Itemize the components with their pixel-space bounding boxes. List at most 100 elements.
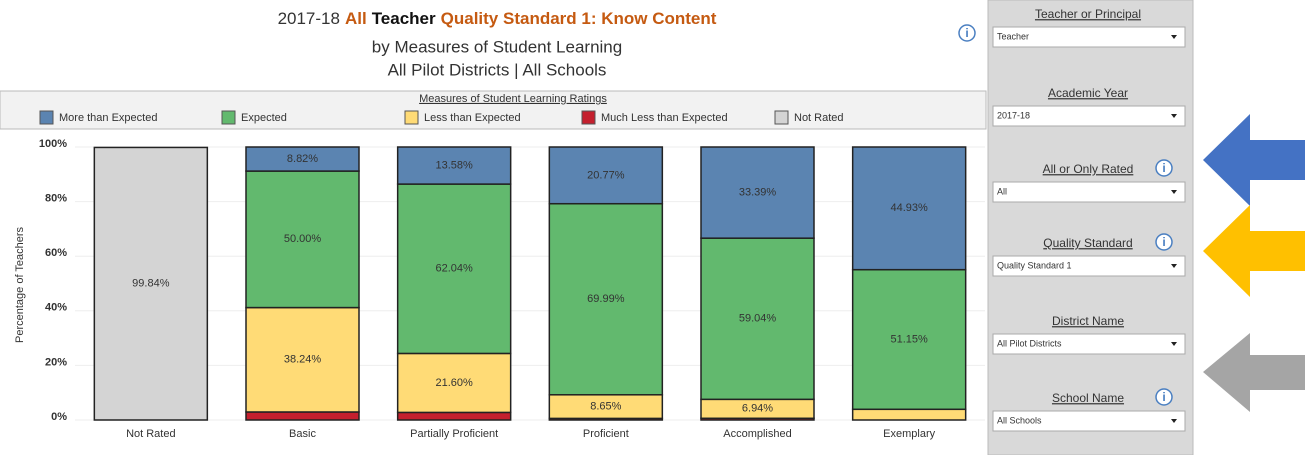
info-circle: [1155, 159, 1173, 177]
dropdown-value: Teacher: [997, 31, 1029, 41]
data-label: 8.82%: [287, 153, 318, 165]
bar-segment: [548, 202, 664, 396]
arrow: [1203, 205, 1305, 297]
y-tick-label: 0%: [51, 411, 67, 423]
dropdown[interactable]: 2017-18: [992, 105, 1186, 127]
data-label: 21.60%: [436, 377, 474, 389]
y-axis-label: Percentage of Teachers: [14, 227, 26, 343]
dropdown-box: [992, 181, 1186, 203]
subtitle: by Measures of Student Learning: [372, 37, 622, 56]
bar-segment: [245, 306, 360, 413]
dropdown-caret: [1171, 35, 1177, 39]
data-label: 59.04%: [739, 313, 777, 325]
legend-label: Much Less than Expected: [601, 112, 728, 124]
bar-segment: [396, 183, 512, 355]
data-label: 8.65%: [590, 400, 621, 412]
arrow: [1203, 333, 1305, 412]
x-tick-label: Exemplary: [883, 428, 935, 440]
dropdown[interactable]: All Schools: [992, 410, 1186, 432]
legend-swatch: [221, 110, 236, 125]
data-label: 33.39%: [739, 186, 777, 198]
dropdown-caret: [1171, 419, 1177, 423]
info-circle: [1155, 233, 1173, 251]
info-circle: [1155, 388, 1173, 406]
legend-label: Not Rated: [794, 112, 844, 124]
bar-segment: [245, 146, 360, 172]
dropdown[interactable]: Quality Standard 1: [992, 255, 1186, 277]
data-label: 62.04%: [436, 263, 474, 275]
svg-text:i: i: [965, 26, 968, 40]
dropdown-box: [992, 255, 1186, 277]
info-glyph: i: [1162, 161, 1165, 175]
data-label: 44.93%: [891, 202, 929, 214]
legend-label: Expected: [241, 112, 287, 124]
title-part: All: [345, 9, 367, 28]
data-label: 13.58%: [436, 159, 474, 171]
dropdown-value: All Schools: [997, 415, 1042, 425]
y-tick-label: 60%: [45, 247, 67, 259]
dropdown-value: 2017-18: [997, 110, 1030, 120]
filter-label: Quality Standard: [1043, 236, 1132, 250]
bar-segment: [700, 146, 815, 239]
chart-title: 2017-18 All Teacher Quality Standard 1: Kno…: [278, 9, 717, 28]
dropdown-caret: [1171, 264, 1177, 268]
y-tick-label: 100%: [39, 138, 67, 150]
bar-segment: [245, 411, 360, 421]
dropdown-box: [992, 105, 1186, 127]
bar-segment: [396, 146, 512, 185]
bar-segment: [396, 352, 512, 414]
dropdown-value: All: [997, 186, 1007, 196]
legend-swatch: [774, 110, 789, 125]
data-label: 99.84%: [132, 278, 170, 290]
legend-swatch: [39, 110, 54, 125]
arrow: [1203, 114, 1305, 206]
dropdown-caret: [1171, 190, 1177, 194]
y-tick-label: 80%: [45, 193, 67, 205]
data-label: 20.77%: [587, 169, 625, 181]
x-tick-label: Basic: [289, 428, 316, 440]
title-part: 2017-18: [278, 9, 340, 28]
x-tick-label: Accomplished: [723, 428, 791, 440]
y-tick-label: 20%: [45, 356, 67, 368]
info-icon[interactable]: i: [1155, 159, 1173, 177]
dropdown-value: All Pilot Districts: [997, 338, 1062, 348]
bar-segment: [396, 411, 512, 421]
data-label: 51.15%: [891, 333, 929, 345]
filter-label: All or Only Rated: [1043, 162, 1134, 176]
dropdown[interactable]: All Pilot Districts: [992, 333, 1186, 355]
x-tick-label: Partially Proficient: [410, 428, 498, 440]
legend-label: Less than Expected: [424, 112, 521, 124]
filter-label: Teacher or Principal: [1035, 7, 1141, 21]
legend-label: More than Expected: [59, 112, 157, 124]
info-glyph: i: [1162, 390, 1165, 404]
bar-segment: [700, 237, 815, 401]
data-label: 38.24%: [284, 354, 322, 366]
bar-segment: [245, 170, 360, 309]
dropdown-box: [992, 26, 1186, 48]
dropdown[interactable]: Teacher: [992, 26, 1186, 48]
dropdown-caret: [1171, 114, 1177, 118]
sidebar: [987, 0, 1194, 455]
bar-segment: [851, 408, 967, 421]
y-tick-label: 40%: [45, 302, 67, 314]
legend-box: [0, 90, 987, 130]
dropdown-box: [992, 410, 1186, 432]
info-icon[interactable]: i: [1155, 233, 1173, 251]
bar-segment: [548, 146, 664, 205]
x-tick-label: Proficient: [583, 428, 629, 440]
dropdown-box: [992, 333, 1186, 355]
x-tick-label: Not Rated: [126, 428, 176, 440]
info-icon[interactable]: i: [1155, 388, 1173, 406]
dropdown[interactable]: All: [992, 181, 1186, 203]
title-part: Quality Standard 1: Know Content: [441, 9, 717, 28]
bar-segment: [851, 146, 967, 271]
data-label: 6.94%: [742, 403, 773, 415]
info-icon[interactable]: i: [958, 24, 976, 42]
legend-title: Measures of Student Learning Ratings: [419, 93, 607, 105]
dropdown-value: Quality Standard 1: [997, 260, 1072, 270]
filter-label: District Name: [1052, 314, 1124, 328]
data-label: 69.99%: [587, 293, 625, 305]
legend-swatch: [404, 110, 419, 125]
filter-label: Academic Year: [1048, 86, 1128, 100]
